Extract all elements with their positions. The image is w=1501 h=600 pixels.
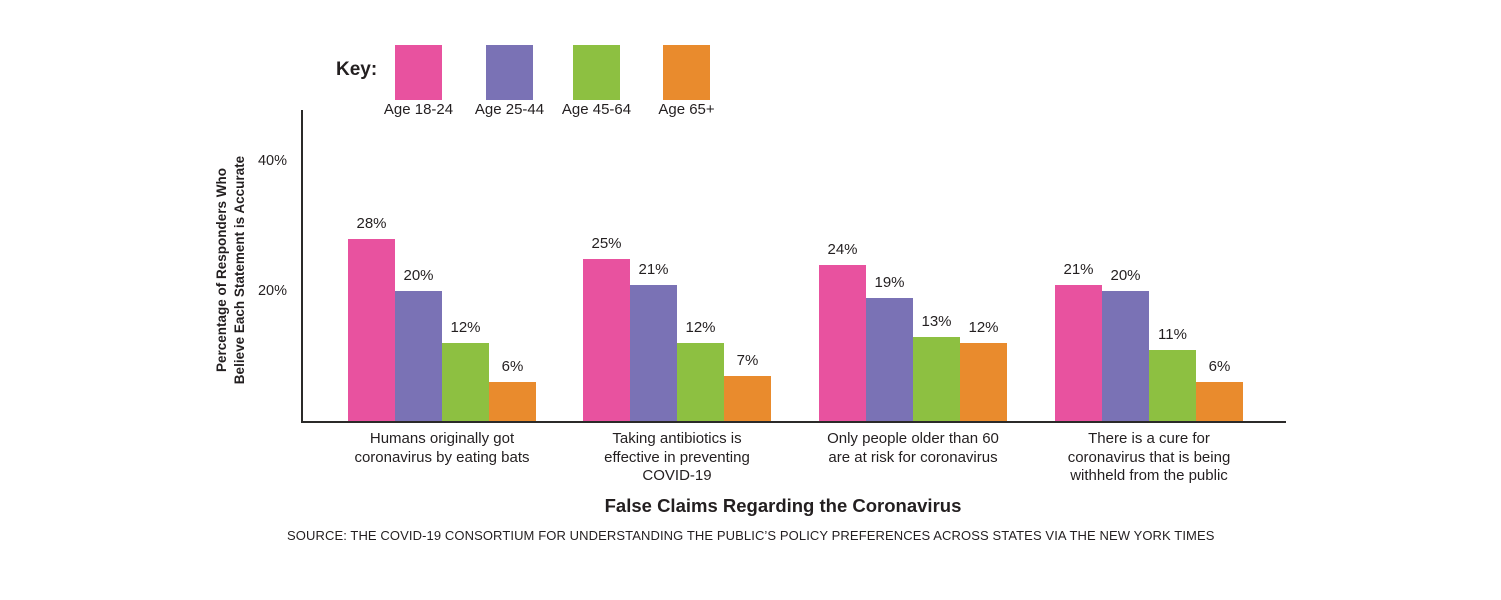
bar-age-65-group-1: [489, 382, 536, 421]
bar-value-age-45-64-group-4: 11%: [1158, 325, 1187, 343]
bar-age-18-24-group-4: [1055, 284, 1102, 421]
bar-value-age-65-group-3: 12%: [968, 319, 999, 336]
category-label-1: Humans originally got coronavirus by eat…: [354, 430, 530, 466]
bar-value-age-45-64-group-1: 12%: [450, 319, 481, 336]
bar-value-age-18-24-group-1: 28%: [356, 215, 387, 232]
bar-value-age-25-44-group-3: 19%: [874, 273, 905, 291]
bar-value-age-45-64-group-3: 13%: [921, 312, 952, 330]
source-attribution: SOURCE: THE COVID-19 CONSORTIUM FOR UNDE…: [287, 528, 1215, 543]
category-label-4: There is a cure for coronavirus that is …: [1067, 430, 1231, 484]
legend-swatch-age-45-64: [573, 45, 620, 100]
bar-value-age-18-24-group-3: 24%: [827, 241, 858, 258]
y-tick-20: 20%: [257, 283, 287, 299]
legend-label-age-25-44: Age 25-44: [474, 101, 545, 118]
legend-swatch-age-18-24: [395, 45, 442, 100]
bar-age-18-24-group-1: [348, 239, 395, 421]
y-tick-40: 40%: [257, 153, 287, 169]
bar-age-65-group-3: [960, 343, 1007, 421]
bar-age-45-64-group-3: [913, 336, 960, 421]
legend-label-age-18-24: Age 18-24: [383, 101, 454, 118]
y-axis-line: [301, 110, 303, 423]
bar-age-45-64-group-1: [442, 343, 489, 421]
category-label-3: Only people older than 60 are at risk fo…: [827, 430, 999, 466]
bar-value-age-25-44-group-1: 20%: [403, 267, 434, 284]
bar-age-25-44-group-2: [630, 284, 677, 421]
bar-value-age-18-24-group-4: 21%: [1063, 260, 1094, 278]
x-axis-line: [301, 421, 1286, 423]
category-label-2: Taking antibiotics is effective in preve…: [604, 430, 750, 484]
bar-value-age-65-group-4: 6%: [1208, 358, 1231, 375]
bar-age-25-44-group-3: [866, 297, 913, 421]
bar-age-25-44-group-1: [395, 291, 442, 421]
y-axis-title: Percentage of Responders Who Believe Eac…: [214, 155, 247, 385]
bar-value-age-18-24-group-2: 25%: [591, 234, 622, 252]
legend-swatch-age-65: [663, 45, 710, 100]
bar-age-65-group-4: [1196, 382, 1243, 421]
bar-age-65-group-2: [724, 375, 771, 421]
bar-value-age-25-44-group-4: 20%: [1110, 267, 1141, 284]
bar-value-age-25-44-group-2: 21%: [638, 260, 669, 278]
chart-title: False Claims Regarding the Coronavirus: [604, 495, 962, 516]
bar-value-age-65-group-2: 7%: [736, 351, 759, 369]
bar-value-age-45-64-group-2: 12%: [685, 319, 716, 336]
bar-age-45-64-group-2: [677, 343, 724, 421]
bar-age-45-64-group-4: [1149, 349, 1196, 421]
bar-age-18-24-group-2: [583, 258, 630, 421]
legend-label-age-45-64: Age 45-64: [561, 101, 632, 118]
bar-age-25-44-group-4: [1102, 291, 1149, 421]
bar-age-18-24-group-3: [819, 265, 866, 421]
legend-label-age-65: Age 65+: [658, 101, 715, 118]
legend-swatch-age-25-44: [486, 45, 533, 100]
bar-value-age-65-group-1: 6%: [501, 358, 524, 375]
legend-title: Key:: [336, 59, 378, 80]
